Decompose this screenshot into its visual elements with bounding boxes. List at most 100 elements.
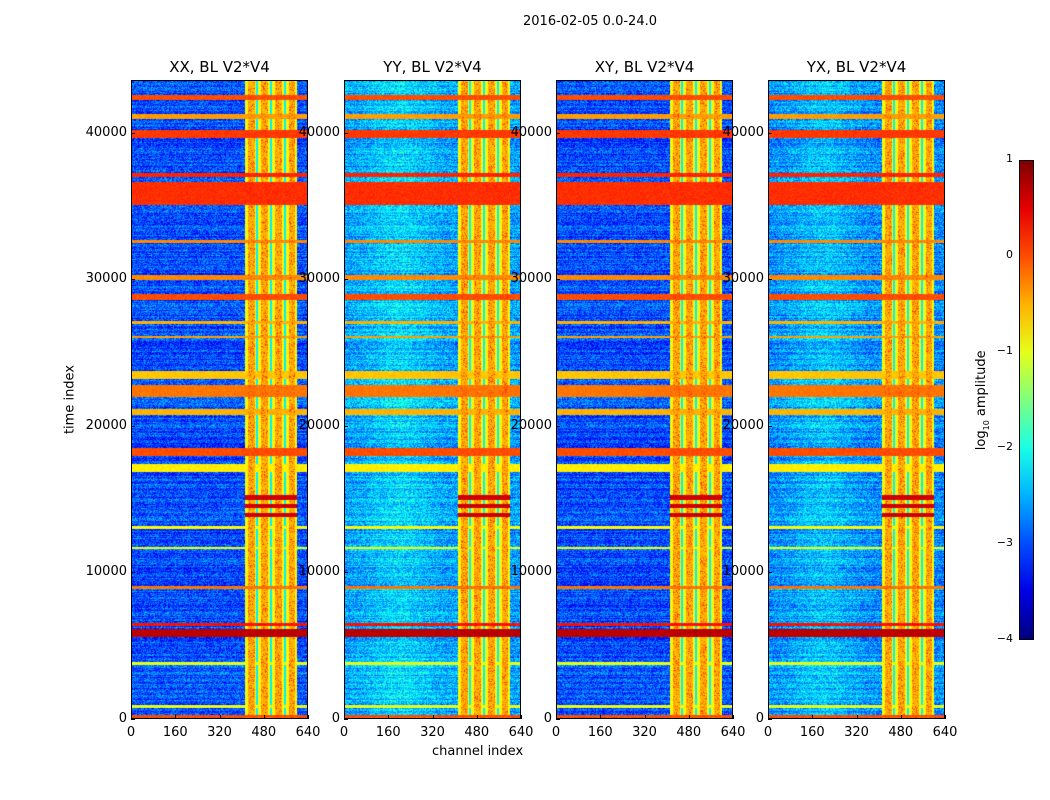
x-tick-mark bbox=[733, 715, 734, 719]
y-tick-mark bbox=[768, 425, 772, 427]
y-tick-label: 0 bbox=[543, 711, 552, 726]
heatmap-panel-3: XY, BL V2*V4 0 160 320 480 640 0 10000 20000 3000… bbox=[511, 58, 746, 740]
y-tick-label: 0 bbox=[755, 711, 764, 726]
x-tick-label: 160 bbox=[375, 725, 401, 740]
panel-title: YY, BL V2*V4 bbox=[383, 58, 482, 76]
x-tick-mark bbox=[900, 715, 902, 719]
y-tick-label: 40000 bbox=[722, 124, 764, 140]
heatmap-panel-2: YY, BL V2*V4 0 160 320 480 640 0 10000 20000 3000… bbox=[299, 58, 534, 740]
y-tick-mark bbox=[131, 719, 135, 720]
y-tick-mark bbox=[344, 279, 348, 281]
colorbar-tick-label: 1 bbox=[1006, 152, 1013, 165]
x-tick-label: 160 bbox=[799, 725, 825, 740]
y-tick-label: 30000 bbox=[510, 271, 552, 287]
y-tick-label: 0 bbox=[118, 711, 127, 726]
x-tick-label: 480 bbox=[464, 725, 490, 740]
y-tick-mark bbox=[556, 132, 560, 134]
colorbar-tick-label: −4 bbox=[996, 632, 1013, 645]
x-tick-mark bbox=[263, 715, 265, 719]
y-tick-mark bbox=[131, 279, 135, 281]
x-tick-label: 320 bbox=[420, 725, 445, 740]
x-tick-label: 480 bbox=[676, 725, 702, 740]
y-tick-label: 20000 bbox=[85, 417, 127, 433]
x-tick-label: 320 bbox=[844, 725, 869, 740]
x-tick-mark bbox=[476, 715, 478, 719]
x-tick-label: 640 bbox=[720, 725, 746, 740]
x-tick-label: 640 bbox=[508, 725, 534, 740]
x-tick-mark bbox=[812, 715, 814, 719]
x-axis-label: channel index bbox=[432, 744, 524, 759]
y-tick-label: 10000 bbox=[298, 564, 340, 580]
y-tick-mark bbox=[131, 572, 135, 574]
x-tick-label: 320 bbox=[207, 725, 232, 740]
heatmap-image bbox=[131, 80, 308, 719]
y-tick-label: 10000 bbox=[722, 564, 764, 580]
colorbar bbox=[1019, 160, 1034, 640]
x-tick-label: 640 bbox=[295, 725, 321, 740]
y-tick-label: 30000 bbox=[298, 271, 340, 287]
x-tick-label: 160 bbox=[162, 725, 188, 740]
panel-title: XX, BL V2*V4 bbox=[169, 58, 270, 76]
y-tick-mark bbox=[768, 572, 772, 574]
x-tick-mark bbox=[945, 715, 946, 719]
x-tick-mark bbox=[219, 715, 221, 719]
colorbar-tick-label: −3 bbox=[996, 536, 1013, 549]
y-tick-mark bbox=[768, 279, 772, 281]
y-axis-label: time index bbox=[62, 364, 78, 435]
x-tick-label: 480 bbox=[888, 725, 914, 740]
x-tick-label: 0 bbox=[339, 725, 349, 740]
y-tick-mark bbox=[556, 719, 560, 720]
y-tick-label: 10000 bbox=[510, 564, 552, 580]
y-tick-label: 30000 bbox=[85, 271, 127, 287]
x-tick-label: 0 bbox=[763, 725, 773, 740]
y-tick-mark bbox=[556, 572, 560, 574]
y-tick-mark bbox=[556, 279, 560, 281]
y-tick-label: 10000 bbox=[85, 564, 127, 580]
panel-title: YX, BL V2*V4 bbox=[806, 58, 907, 76]
x-tick-label: 320 bbox=[632, 725, 657, 740]
y-tick-label: 40000 bbox=[85, 124, 127, 140]
heatmap-image bbox=[556, 80, 733, 719]
y-tick-mark bbox=[768, 132, 772, 134]
x-tick-mark bbox=[768, 715, 769, 719]
y-tick-mark bbox=[556, 425, 560, 427]
colorbar-tick-label: −1 bbox=[996, 344, 1013, 357]
x-tick-mark bbox=[856, 715, 858, 719]
y-tick-label: 20000 bbox=[722, 417, 764, 433]
heatmap-panel-4: YX, BL V2*V4 0 160 320 480 640 0 10000 20000 3000… bbox=[723, 58, 958, 740]
x-tick-mark bbox=[308, 715, 309, 719]
y-tick-label: 30000 bbox=[722, 271, 764, 287]
y-tick-mark bbox=[344, 572, 348, 574]
x-tick-mark bbox=[556, 715, 557, 719]
y-tick-label: 40000 bbox=[298, 124, 340, 140]
x-tick-mark bbox=[688, 715, 690, 719]
colorbar-tick-label: −2 bbox=[996, 440, 1013, 453]
x-tick-label: 0 bbox=[551, 725, 561, 740]
heatmap-panel-1: XX, BL V2*V4 0 160 320 480 640 0 10000 20000 3000… bbox=[86, 58, 321, 740]
x-tick-label: 160 bbox=[587, 725, 613, 740]
y-tick-mark bbox=[131, 132, 135, 134]
x-tick-mark bbox=[344, 715, 345, 719]
figure-title: 2016-02-05 0.0-24.0 bbox=[523, 14, 657, 29]
y-tick-label: 20000 bbox=[298, 417, 340, 433]
y-tick-label: 40000 bbox=[510, 124, 552, 140]
y-tick-mark bbox=[344, 425, 348, 427]
x-tick-mark bbox=[644, 715, 646, 719]
x-tick-mark bbox=[600, 715, 602, 719]
colorbar-tick-label: 0 bbox=[1006, 248, 1013, 261]
x-tick-mark bbox=[131, 715, 132, 719]
y-tick-mark bbox=[131, 425, 135, 427]
x-tick-mark bbox=[388, 715, 390, 719]
x-tick-mark bbox=[175, 715, 177, 719]
heatmap-image bbox=[768, 80, 945, 719]
y-tick-mark bbox=[344, 132, 348, 134]
x-tick-label: 0 bbox=[126, 725, 136, 740]
y-tick-label: 20000 bbox=[510, 417, 552, 433]
y-tick-mark bbox=[768, 719, 772, 720]
y-tick-label: 0 bbox=[331, 711, 340, 726]
x-tick-mark bbox=[432, 715, 434, 719]
heatmap-image bbox=[344, 80, 521, 719]
x-tick-label: 480 bbox=[251, 725, 277, 740]
panel-title: XY, BL V2*V4 bbox=[594, 58, 695, 76]
